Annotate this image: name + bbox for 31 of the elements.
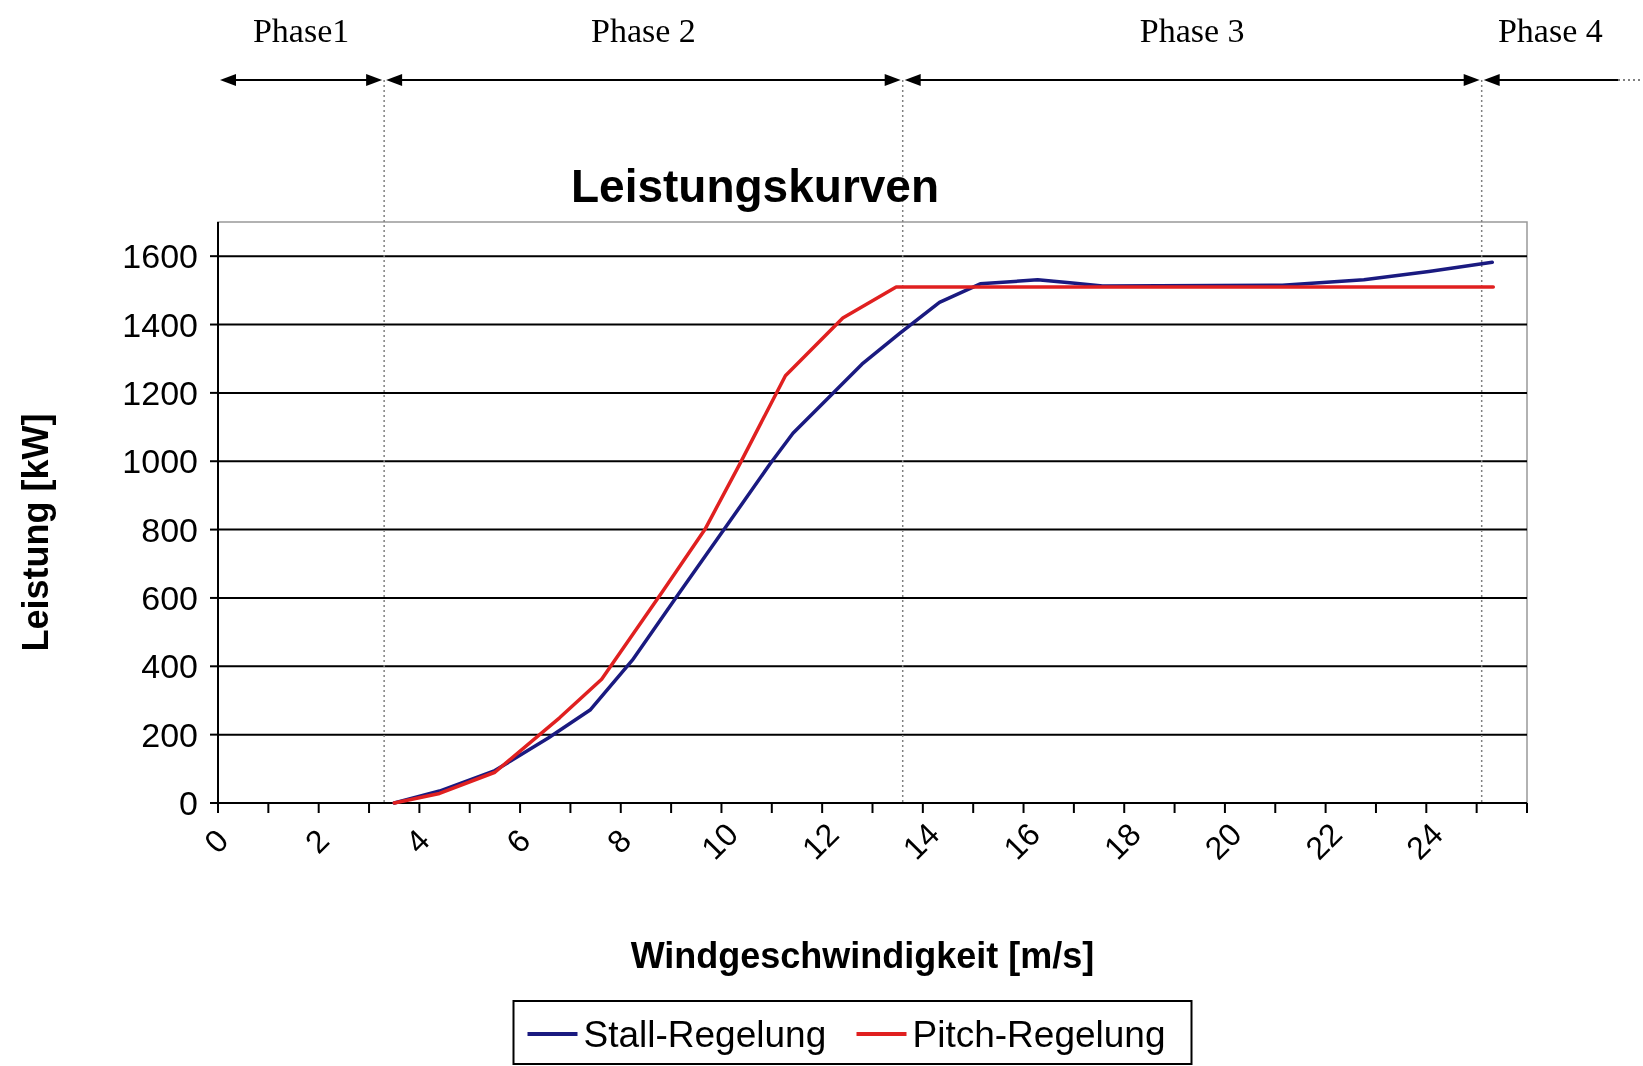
x-tick-label: 8 [599, 822, 638, 861]
y-tick-label: 1400 [122, 305, 198, 344]
x-tick-label: 14 [895, 815, 947, 867]
x-tick-label: 12 [795, 815, 846, 867]
y-axis-title: Leistung [kW] [15, 413, 56, 652]
x-tick-label: 22 [1298, 815, 1350, 867]
x-tick-label: 0 [197, 822, 236, 861]
x-tick-label: 2 [297, 822, 336, 861]
y-tick-label: 1200 [122, 373, 198, 412]
legend-label: Stall-Regelung [583, 1013, 827, 1055]
legend-label: Pitch-Regelung [912, 1013, 1166, 1055]
x-tick-label: 10 [694, 815, 745, 867]
x-tick-label: 4 [398, 822, 437, 861]
y-tick-label: 1600 [122, 237, 198, 276]
text: Phase1 [252, 12, 350, 49]
text: Phase 3 [1139, 12, 1245, 49]
y-tick-label: 600 [141, 578, 198, 617]
chart-title: Leistungskurven [570, 160, 940, 212]
y-tick-label: 400 [141, 647, 198, 686]
x-tick-label: 16 [996, 815, 1048, 867]
y-tick-label: 0 [179, 784, 198, 822]
x-axis-title: Windgeschwindigkeit [m/s] [630, 935, 1095, 976]
x-tick-label: 20 [1197, 815, 1249, 867]
y-tick-label: 1000 [122, 442, 198, 481]
text: Phase 2 [591, 12, 696, 49]
y-tick-label: 200 [141, 715, 198, 754]
x-tick-label: 6 [499, 822, 538, 861]
x-tick-label: 24 [1399, 815, 1450, 867]
x-tick-label: 18 [1097, 815, 1148, 867]
y-tick-label: 800 [141, 510, 198, 549]
text: Phase 4 [1497, 12, 1603, 49]
